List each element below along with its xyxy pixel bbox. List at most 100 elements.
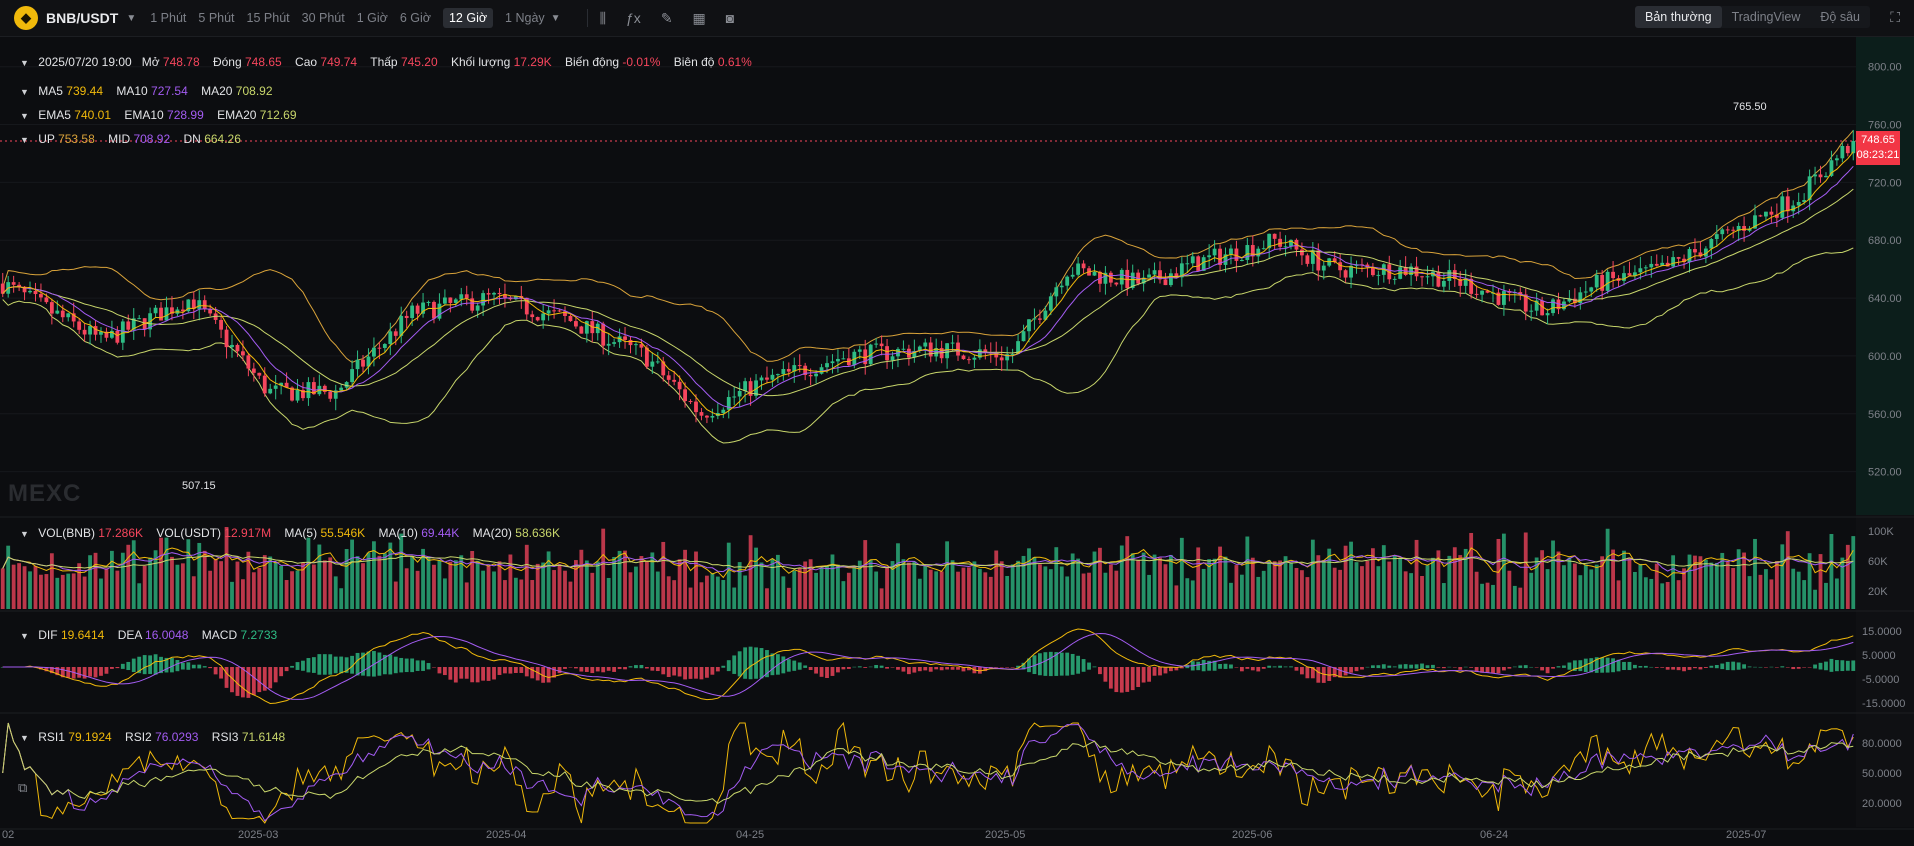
candle [710,416,715,418]
volume-bar [1332,567,1337,609]
volume-bar [1480,583,1484,609]
volume-bar [612,556,617,609]
volume-bar [906,562,911,609]
macd-bar [230,667,234,693]
tab-5m[interactable]: 5 Phút [198,11,235,25]
candle [743,381,748,391]
candle [0,283,5,294]
chart-canvas[interactable]: 800.00 760.00 720.00 680.00 640.00 600.00 560.… [0,37,1914,846]
mode-standard[interactable]: Bản thường [1634,6,1722,28]
price-tick-label: 600.00 [1868,351,1902,363]
collapse-arrow-icon[interactable]: ▼ [20,58,29,68]
volume-bar [251,572,256,609]
collapse-arrow-icon[interactable]: ▼ [20,631,29,641]
tab-1m[interactable]: 1 Phút [150,11,187,25]
volume-bar [1212,558,1217,609]
volume-bar [513,577,518,609]
volume-bar [1616,580,1621,609]
macd-bar [1753,666,1757,668]
volume-bar [415,570,420,609]
volume-bar [66,573,71,609]
camera-icon[interactable]: ◙ [725,10,735,26]
tab-1h[interactable]: 1 Giờ [356,11,388,25]
vol-ma20-line [2,553,1854,570]
candle [1409,266,1414,275]
macd-bar [1824,661,1828,671]
boll-legend: ▼ UP 753.58 MID 708.92 DN 664.26 [20,132,241,146]
volume-bar [1059,566,1064,609]
candle [1840,145,1845,159]
rsi-legend: ▼ RSI1 79.1924 RSI2 76.0293 RSI3 71.6148 [20,730,286,744]
timeframe-more-icon[interactable]: ▼ [550,12,561,24]
macd-bar [1016,665,1020,668]
tab-1d[interactable]: 1 Ngày [505,11,545,25]
collapse-arrow-icon[interactable]: ▼ [20,111,29,121]
macd-bar [268,667,273,689]
macd-bar [710,667,715,675]
pencil-icon[interactable]: ✎ [660,9,673,26]
candle [273,385,278,389]
volume-bar [1447,555,1452,609]
macd-bar [241,667,245,698]
view-mode-switch: Bản thường TradingView Độ sâu [1634,6,1870,28]
chevron-down-icon[interactable]: ▼ [126,12,137,24]
volume-bar [1507,570,1512,609]
candle [377,347,382,349]
macd-bar [202,666,207,668]
candle [1234,248,1239,261]
volume-bar [923,565,928,609]
mode-depth[interactable]: Độ sâu [1820,10,1860,24]
volume-bar [988,576,993,609]
macd-bar [1491,667,1495,674]
macd-bar [1840,660,1845,672]
candle [977,349,982,358]
macd-bar [1196,661,1201,671]
volume-bar [808,559,813,609]
volume-bar [1551,540,1555,609]
macd-bar [1545,667,1550,674]
candle [497,292,502,295]
volume-bar [437,560,442,609]
tab-12h[interactable]: 12 Giờ [442,8,494,28]
candle [1163,279,1168,286]
collapse-arrow-icon[interactable]: ▼ [20,135,29,145]
formula-icon[interactable]: ƒx [626,10,641,26]
volume-bar [33,566,38,609]
volume-bar [486,565,491,609]
tab-15m[interactable]: 15 Phút [246,11,290,25]
candle [1562,301,1566,310]
layout-icon[interactable]: ▦ [692,9,706,26]
tab-30m[interactable]: 30 Phút [301,11,345,25]
collapse-arrow-icon[interactable]: ▼ [20,529,29,539]
macd-bar [1720,663,1725,670]
ema-legend: ▼ EMA5 740.01 EMA10 728.99 EMA20 712.69 [20,108,297,122]
macd-bar [1529,666,1534,668]
volume-bar [677,559,682,609]
collapse-arrow-icon[interactable]: ▼ [20,87,29,97]
candles-icon[interactable]: ⫼ [599,9,607,26]
macd-bar [770,653,775,676]
candle [126,321,131,330]
candle [1016,341,1020,354]
drawing-tools-icon[interactable]: ⧉ [18,780,28,795]
volume-bar [180,563,185,609]
candle [39,294,43,298]
candle [1212,248,1217,256]
volume-bar [1420,575,1424,609]
volume-bar [153,550,158,609]
candle [606,343,611,346]
volume-bar [311,564,316,609]
volume-bar [754,547,758,609]
tab-6h[interactable]: 6 Giờ [399,11,431,25]
mode-tradingview[interactable]: TradingView [1731,10,1801,24]
pair-selector[interactable]: BNB/USDT [46,10,119,26]
macd-bar [863,667,868,668]
fullscreen-icon[interactable]: ⛶ [1890,9,1900,25]
collapse-arrow-icon[interactable]: ▼ [20,733,29,743]
macd-bar [808,667,813,671]
volume-bar [148,557,153,609]
macd-hist-group [0,646,1856,698]
macd-bar [694,667,698,679]
volume-bar [1037,564,1042,609]
candle [726,397,731,410]
